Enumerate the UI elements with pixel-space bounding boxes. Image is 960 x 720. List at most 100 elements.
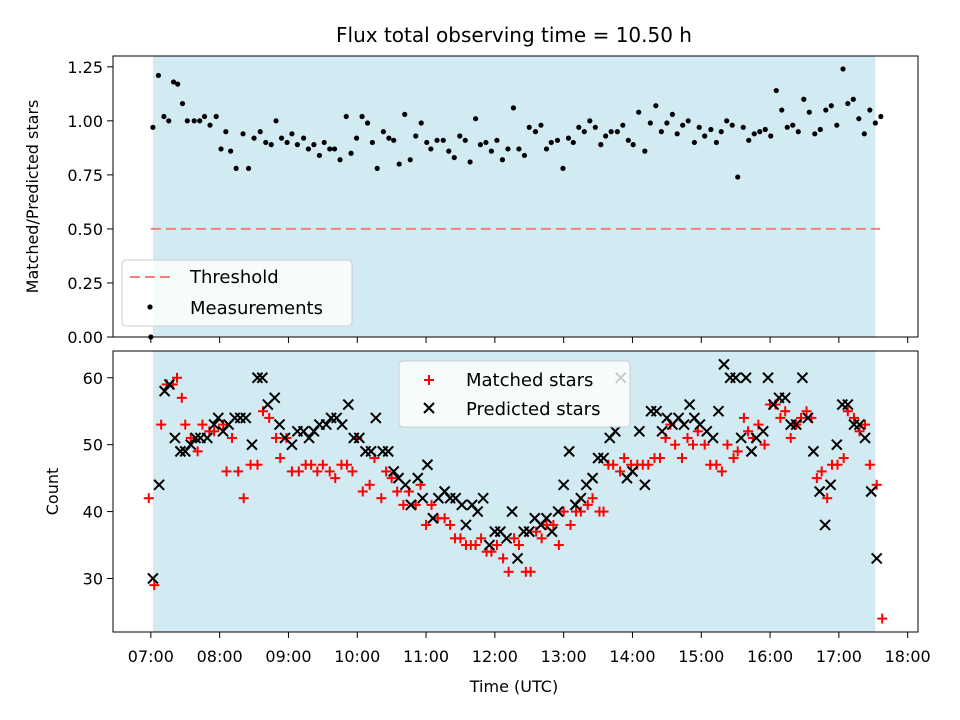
x-tick-label-2: 09:00 — [265, 647, 311, 666]
matched-star-point — [426, 499, 437, 510]
measurement-point — [337, 157, 343, 163]
x-marker-b — [842, 398, 854, 411]
matched-star-point — [227, 432, 238, 443]
measurement-point — [191, 118, 197, 124]
matched-star-point — [587, 493, 598, 504]
matched-star-point — [619, 453, 630, 464]
x-marker-b — [790, 418, 802, 431]
matched-star-point — [341, 459, 352, 470]
measurement-point — [691, 139, 697, 146]
x-marker-b — [650, 405, 663, 417]
matched-star-point — [860, 419, 871, 430]
matched-star-point — [732, 446, 743, 457]
predicted-star-point — [790, 418, 802, 431]
top-x-ticks — [150, 337, 909, 343]
predicted-star-point — [740, 372, 752, 384]
matched-star-point — [608, 459, 619, 470]
legend-matched-label: Matched stars — [466, 370, 593, 391]
matched-star-point — [221, 466, 232, 477]
x-tick-label-10: 17:00 — [816, 647, 862, 666]
measurement-point — [311, 142, 317, 148]
x-marker-b — [712, 405, 725, 417]
x-marker-b — [240, 412, 252, 424]
measurement-point — [608, 129, 614, 135]
measurement-point — [207, 122, 213, 128]
measurement-point — [812, 131, 818, 137]
x-marker-b — [320, 418, 332, 431]
x-marker-b — [694, 418, 706, 431]
predicted-star-point — [500, 532, 513, 545]
measurement-point — [625, 137, 631, 143]
x-marker-b — [169, 432, 181, 444]
x-marker-b — [330, 412, 343, 424]
x-marker-b — [609, 425, 621, 437]
predicted-star-point — [286, 438, 298, 451]
measurement-point — [462, 137, 468, 143]
predicted-star-point — [729, 372, 742, 384]
predicted-star-point — [201, 432, 213, 444]
predicted-star-point — [865, 485, 877, 498]
measurement-point — [867, 107, 873, 113]
x-marker-b — [477, 492, 489, 504]
x-marker-b — [163, 378, 176, 391]
measurement-point — [548, 139, 554, 146]
matched-star-point — [218, 419, 229, 430]
matched-star-point — [176, 392, 187, 403]
matched-star-point — [257, 406, 268, 417]
x-marker-b — [158, 385, 171, 397]
predicted-star-point — [557, 479, 570, 491]
matched-star-point — [816, 466, 827, 477]
predicted-star-point — [412, 472, 424, 484]
matched-star-point — [822, 493, 833, 504]
x-marker-b — [273, 418, 286, 431]
measurement-point — [348, 150, 354, 156]
matched-star-point — [252, 459, 263, 470]
predicted-star-point — [633, 425, 646, 437]
measurement-point — [380, 129, 386, 135]
x-marker-b — [853, 418, 866, 431]
predicted-star-point — [147, 572, 159, 585]
measurement-point — [674, 131, 680, 137]
x-marker-b — [449, 492, 462, 504]
x-marker-b — [656, 425, 668, 437]
chart-title: Flux total observing time = 10.50 h — [336, 23, 692, 47]
measurement-point — [477, 142, 484, 148]
measurement-point — [278, 135, 285, 141]
measurement-point — [150, 124, 156, 130]
x-marker-b — [597, 452, 610, 464]
matched-star-point — [565, 519, 576, 530]
matched-star-point — [491, 540, 502, 551]
predicted-star-point — [656, 425, 668, 437]
measurement-point — [532, 129, 539, 135]
measurement-point — [603, 133, 609, 139]
measurement-point — [636, 109, 642, 115]
predicted-star-point — [757, 425, 769, 437]
predicted-star-point — [153, 479, 165, 491]
x-marker-b — [286, 438, 298, 451]
x-marker-b — [189, 432, 202, 444]
top-y-tick-label-4: 1.00 — [67, 112, 103, 131]
top-y-axis: 0.00 0.25 0.50 0.75 1.00 1.25 — [67, 58, 113, 347]
matched-star-point — [156, 419, 167, 430]
measurement-point — [483, 139, 489, 146]
matched-star-point — [716, 466, 727, 477]
predicted-star-point — [546, 525, 558, 538]
measurement-point — [696, 124, 702, 130]
x-marker-b — [557, 479, 570, 491]
bottom-y-tick-label-0: 30 — [83, 569, 103, 588]
measurement-point — [510, 105, 517, 111]
predicted-star-point — [796, 372, 809, 384]
measurement-point — [784, 124, 790, 130]
measurement-point — [284, 139, 290, 146]
x-marker-b — [745, 445, 758, 458]
measurement-point — [861, 131, 867, 137]
measurement-point — [451, 154, 457, 161]
predicted-star-point — [273, 418, 286, 431]
x-marker-b — [626, 465, 639, 478]
measurement-point — [740, 124, 746, 130]
measurement-point — [472, 116, 479, 122]
measurement-point — [197, 118, 203, 124]
measurement-point — [407, 157, 413, 163]
predicted-star-point — [779, 392, 791, 404]
predicted-star-point — [423, 402, 435, 414]
